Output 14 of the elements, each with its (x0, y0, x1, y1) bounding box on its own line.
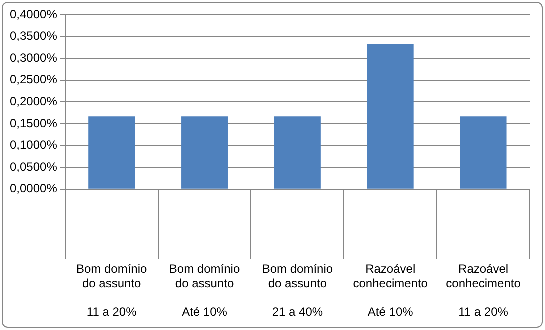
category-label: Razoável conhecimento Até 10% (353, 262, 428, 320)
y-tick-label: 0,3000% (10, 50, 58, 65)
y-tick-label: 0,4000% (10, 7, 58, 22)
y-tick-label: 0,2500% (10, 72, 58, 87)
category-label: Razoável conhecimento 11 a 20% (446, 262, 521, 320)
category-label: Bom domínio do assunto 11 a 20% (76, 262, 148, 320)
category-label: Bom domínio do assunto Até 10% (169, 262, 240, 320)
y-tick-label: 0,0000% (10, 182, 58, 196)
y-tick-label: 0,0500% (10, 160, 58, 174)
y-tick-label: 0,3500% (10, 29, 58, 44)
y-tick-label: 0,2000% (10, 94, 58, 109)
category-label: Bom domínio do assunto 21 a 40% (262, 262, 334, 320)
y-tick-label: 0,1000% (10, 138, 58, 152)
y-tick-label: 0,1500% (10, 116, 58, 130)
